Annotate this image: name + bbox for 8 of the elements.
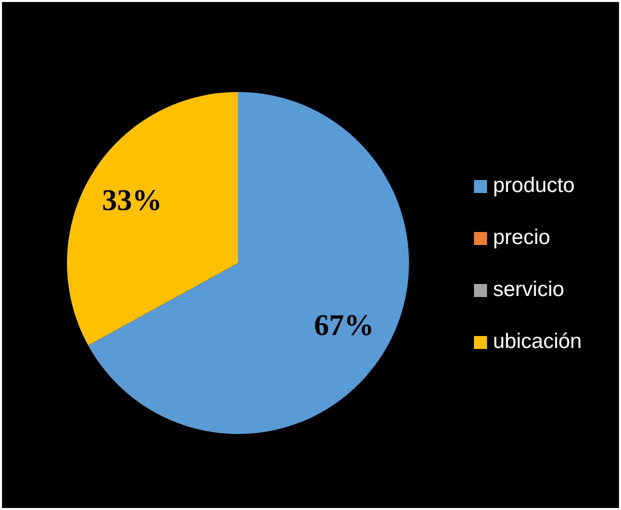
legend-label: precio [493,226,550,250]
legend-label: servicio [493,278,564,302]
legend-label: ubicación [493,330,582,354]
pie-slice [67,92,238,346]
data-label: 33% [102,184,162,217]
pie-slice [88,92,409,434]
legend-label: producto [493,174,575,198]
data-label: 67% [314,309,374,342]
